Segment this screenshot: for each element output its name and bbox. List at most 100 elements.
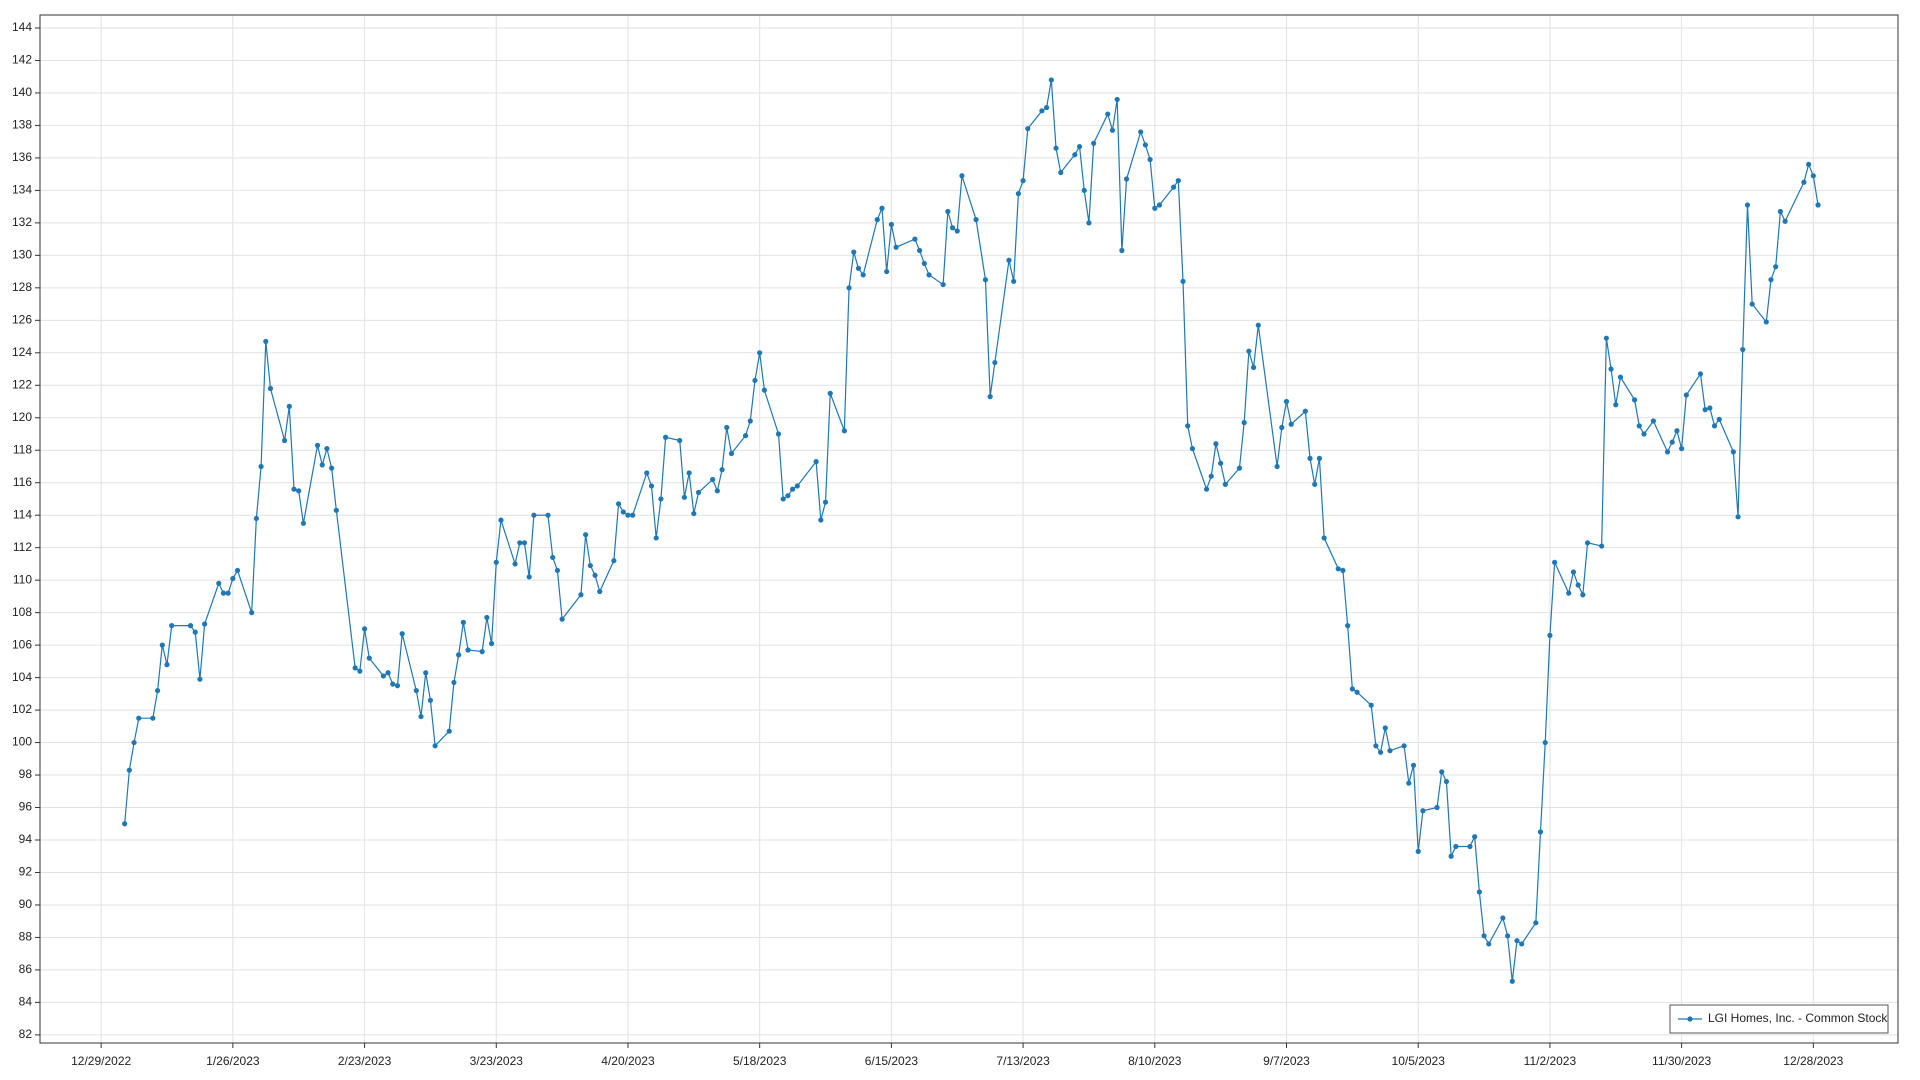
y-tick-label: 110 bbox=[13, 572, 32, 586]
data-point bbox=[1279, 424, 1285, 431]
data-point bbox=[681, 494, 688, 500]
data-point bbox=[926, 272, 932, 278]
data-point bbox=[187, 623, 194, 629]
data-point bbox=[1735, 514, 1741, 520]
data-point bbox=[940, 281, 946, 288]
data-point bbox=[1081, 187, 1087, 193]
data-point bbox=[1152, 205, 1158, 211]
data-point bbox=[1138, 129, 1144, 135]
data-point bbox=[258, 463, 264, 470]
data-point bbox=[521, 540, 528, 546]
y-tick-label: 134 bbox=[12, 183, 32, 197]
x-tick-label: 3/23/2023 bbox=[470, 1054, 524, 1068]
y-tick-label: 86 bbox=[19, 962, 33, 976]
data-point bbox=[192, 629, 198, 635]
data-point bbox=[1011, 278, 1017, 284]
data-point bbox=[846, 285, 852, 291]
data-point bbox=[202, 621, 208, 627]
data-point bbox=[131, 739, 137, 746]
data-point bbox=[1189, 446, 1196, 452]
data-point bbox=[559, 616, 565, 622]
data-point bbox=[794, 483, 800, 489]
data-point bbox=[714, 488, 720, 494]
data-point bbox=[319, 462, 325, 468]
y-tick-label: 130 bbox=[12, 248, 32, 262]
legend-box bbox=[1669, 1004, 1889, 1034]
data-point bbox=[380, 673, 386, 679]
data-point bbox=[456, 652, 462, 658]
data-point bbox=[775, 431, 782, 437]
data-point bbox=[1768, 277, 1774, 283]
data-point bbox=[1584, 540, 1591, 546]
data-point bbox=[446, 728, 452, 734]
data-point bbox=[578, 592, 584, 598]
data-point bbox=[1641, 431, 1647, 437]
data-point bbox=[1387, 748, 1393, 754]
data-point bbox=[550, 554, 556, 561]
data-point bbox=[1147, 156, 1153, 163]
data-point bbox=[742, 433, 749, 439]
x-tick-label: 2/23/2023 bbox=[338, 1054, 392, 1068]
data-point bbox=[874, 217, 880, 223]
data-point bbox=[1373, 743, 1379, 749]
data-point bbox=[1575, 582, 1581, 588]
data-point bbox=[1434, 804, 1440, 811]
plot-frame bbox=[39, 14, 1899, 1044]
data-point bbox=[1439, 769, 1445, 775]
data-point bbox=[1453, 843, 1459, 850]
data-point bbox=[827, 390, 833, 396]
data-point bbox=[300, 520, 307, 526]
data-point bbox=[1669, 439, 1675, 445]
data-point bbox=[357, 668, 363, 674]
data-point bbox=[1697, 371, 1704, 377]
data-point bbox=[1250, 364, 1257, 371]
y-tick-label: 124 bbox=[12, 345, 32, 359]
data-point bbox=[1481, 933, 1487, 939]
data-point bbox=[1203, 486, 1210, 492]
x-tick-label: 7/13/2023 bbox=[996, 1054, 1050, 1068]
data-point bbox=[1542, 739, 1548, 746]
data-point bbox=[954, 228, 960, 234]
data-point bbox=[1340, 567, 1346, 574]
data-point bbox=[1472, 834, 1478, 840]
data-point bbox=[394, 683, 401, 689]
data-point bbox=[234, 567, 241, 574]
data-point bbox=[625, 512, 631, 518]
data-point bbox=[1533, 920, 1539, 926]
y-tick-label: 108 bbox=[12, 605, 32, 619]
data-point bbox=[1354, 689, 1360, 695]
data-point bbox=[1631, 397, 1638, 403]
data-point bbox=[648, 483, 655, 489]
data-point bbox=[1740, 346, 1746, 353]
data-point bbox=[220, 590, 227, 596]
data-point bbox=[1552, 559, 1558, 565]
data-point bbox=[1514, 938, 1520, 944]
data-point bbox=[1613, 402, 1619, 408]
x-tick-label: 6/15/2023 bbox=[865, 1054, 919, 1068]
data-point bbox=[122, 821, 128, 827]
data-point bbox=[757, 350, 763, 356]
data-point bbox=[512, 561, 518, 567]
data-point bbox=[1406, 780, 1412, 786]
data-point bbox=[1175, 178, 1181, 184]
y-tick-label: 82 bbox=[19, 1027, 33, 1041]
data-point bbox=[851, 249, 857, 255]
data-point bbox=[884, 268, 890, 275]
data-point bbox=[663, 434, 669, 440]
data-point bbox=[1683, 392, 1689, 398]
data-point bbox=[644, 470, 650, 476]
data-point bbox=[1218, 460, 1224, 466]
data-point bbox=[1048, 77, 1054, 83]
data-point bbox=[1806, 161, 1812, 168]
data-point bbox=[517, 540, 523, 546]
data-point bbox=[1274, 463, 1280, 470]
data-point bbox=[1123, 176, 1130, 182]
y-tick-label: 98 bbox=[19, 767, 33, 781]
data-point bbox=[728, 450, 735, 457]
y-tick-label: 96 bbox=[19, 800, 33, 814]
y-tick-label: 84 bbox=[19, 995, 33, 1009]
data-point bbox=[1448, 853, 1454, 859]
data-point bbox=[267, 385, 274, 392]
data-point bbox=[164, 662, 170, 668]
data-point bbox=[498, 517, 504, 523]
